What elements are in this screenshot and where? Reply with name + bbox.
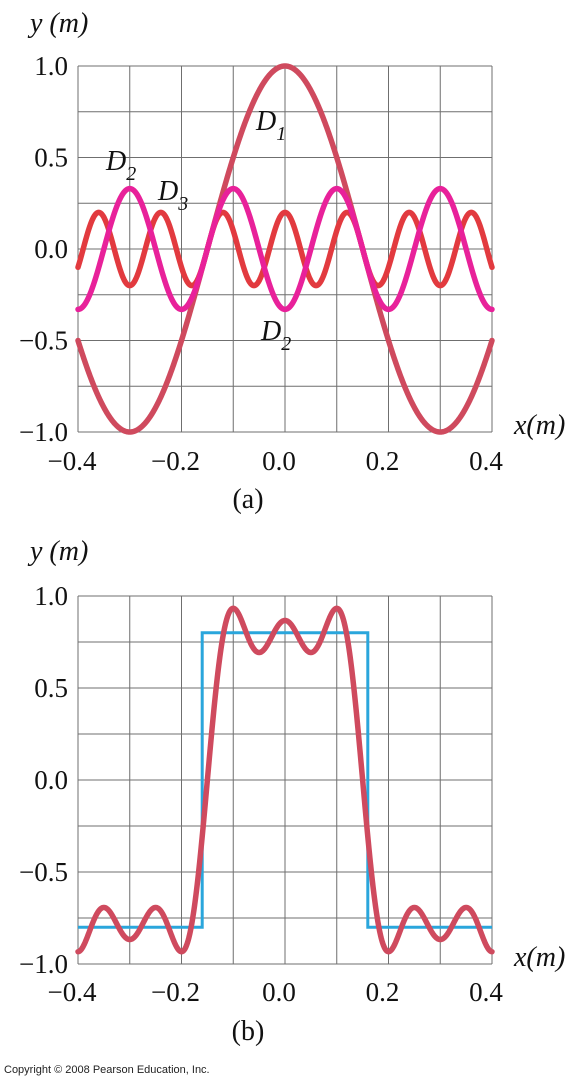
x-tick-label: 0.2 — [366, 977, 400, 1007]
x-tick-label: −0.2 — [151, 977, 200, 1007]
panel-b-grid — [77, 595, 493, 965]
x-tick-label: −0.2 — [151, 446, 200, 476]
y-tick-label: −1.0 — [19, 417, 68, 447]
panel-a-y-axis-label: y (m) — [27, 8, 88, 39]
x-tick-label: −0.4 — [48, 977, 97, 1007]
y-tick-label: 0.0 — [34, 234, 68, 264]
y-tick-label: 1.0 — [34, 51, 68, 81]
y-tick-label: −0.5 — [19, 857, 68, 887]
y-tick-label: −1.0 — [19, 949, 68, 979]
panel-b-curves — [75, 605, 495, 955]
curve-d1 — [75, 63, 495, 435]
x-tick-label: 0.2 — [366, 446, 400, 476]
curve-square-wave — [78, 631, 492, 929]
panel-a-x-ticks: −0.4 −0.2 0.0 0.2 0.4 — [48, 446, 504, 476]
panel-a: y (m) 1.0 0.5 0.0 −0.5 −1.0 −0.4 −0.2 0.0 0.2 0.… — [19, 8, 565, 515]
curve-sum — [75, 605, 495, 955]
panel-a-curves — [75, 63, 495, 435]
y-tick-label: 0.5 — [34, 673, 68, 703]
curve-d2 — [75, 185, 495, 313]
y-tick-label: 0.0 — [34, 765, 68, 795]
x-tick-label: −0.4 — [48, 446, 97, 476]
panel-b-x-ticks: −0.4 −0.2 0.0 0.2 0.4 — [48, 977, 504, 1007]
panel-a-caption: (a) — [232, 484, 263, 515]
curve-d3 — [75, 209, 495, 289]
label-d2-bottom: D2 — [260, 316, 291, 355]
label-d3: D3 — [157, 176, 188, 215]
panel-b: y (m) 1.0 0.5 0.0 −0.5 −1.0 −0.4 −0.2 0.0 0.2 0.… — [19, 536, 565, 1047]
panel-a-grid — [77, 65, 493, 433]
panel-a-y-ticks: 1.0 0.5 0.0 −0.5 −1.0 — [19, 51, 68, 447]
panel-b-y-axis-label: y (m) — [27, 536, 88, 567]
y-tick-label: 0.5 — [34, 143, 68, 173]
panel-a-x-axis-label: x(m) — [513, 410, 565, 441]
copyright-text: Copyright © 2008 Pearson Education, Inc. — [4, 1064, 210, 1076]
panel-b-caption: (b) — [232, 1016, 265, 1047]
x-tick-label: 0.0 — [262, 446, 296, 476]
label-d2-top: D2 — [105, 146, 136, 185]
x-tick-label: 0.0 — [262, 977, 296, 1007]
y-tick-label: 1.0 — [34, 581, 68, 611]
panel-b-x-axis-label: x(m) — [513, 942, 565, 973]
label-d1: D1 — [255, 106, 286, 145]
x-tick-label: 0.4 — [469, 977, 503, 1007]
x-tick-label: 0.4 — [469, 446, 503, 476]
y-tick-label: −0.5 — [19, 326, 68, 356]
panel-b-y-ticks: 1.0 0.5 0.0 −0.5 −1.0 — [19, 581, 68, 979]
